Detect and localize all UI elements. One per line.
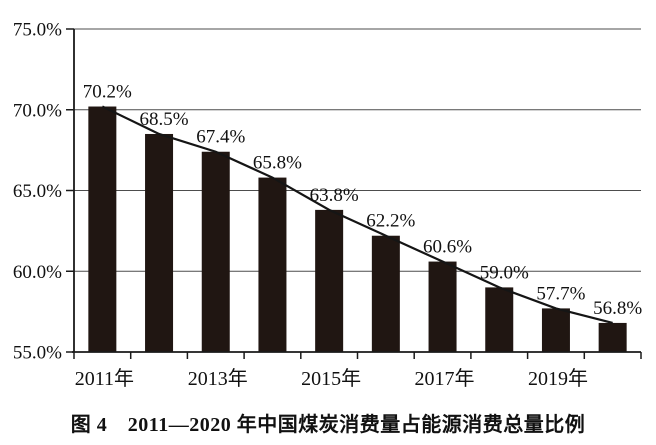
- bar-2012年: [145, 133, 174, 352]
- bar-2011年: [88, 106, 117, 353]
- bar-value-label: 65.8%: [253, 153, 302, 174]
- bar-2019年: [541, 308, 570, 352]
- bar-value-label: 70.2%: [83, 82, 132, 103]
- bar-value-label: 56.8%: [593, 298, 642, 319]
- bar-2014年: [258, 177, 287, 352]
- y-axis-tick-label: 60.0%: [13, 262, 62, 283]
- y-axis-tick-label: 55.0%: [13, 343, 62, 364]
- bar-2013年: [201, 151, 230, 352]
- x-axis-tick-label: 2015年: [301, 367, 361, 390]
- y-axis-tick-label: 70.0%: [13, 100, 62, 121]
- bar-value-label: 62.2%: [366, 211, 415, 232]
- bar-value-label: 57.7%: [536, 283, 585, 304]
- x-axis-tick-label: 2019年: [528, 367, 588, 390]
- bar-2018年: [485, 287, 514, 352]
- trend-line: [101, 105, 613, 324]
- x-axis-tick-label: 2017年: [415, 367, 475, 390]
- bar-value-label: 59.0%: [480, 262, 529, 283]
- x-axis-tick-label: 2013年: [188, 367, 248, 390]
- bar-2017年: [428, 261, 457, 352]
- bar-value-label: 68.5%: [140, 109, 189, 130]
- coal-share-bar-chart: 55.0% 60.0% 65.0% 70.0% 75.0% 70.2% 68.5% 67.4%…: [13, 20, 642, 391]
- bar-value-label: 60.6%: [423, 237, 472, 258]
- bar-2016年: [371, 235, 400, 352]
- bar-value-label: 67.4%: [196, 127, 245, 148]
- y-axis-tick-label: 75.0%: [13, 20, 62, 41]
- bar-value-label: 63.8%: [310, 185, 359, 206]
- figure-caption: 图 4 2011—2020 年中国煤炭消费量占能源消费总量比例: [70, 414, 586, 436]
- bar-2020年: [598, 322, 627, 352]
- bar-2015年: [315, 209, 344, 352]
- y-axis-tick-label: 65.0%: [13, 181, 62, 202]
- x-axis-tick-label: 2011年: [75, 367, 134, 390]
